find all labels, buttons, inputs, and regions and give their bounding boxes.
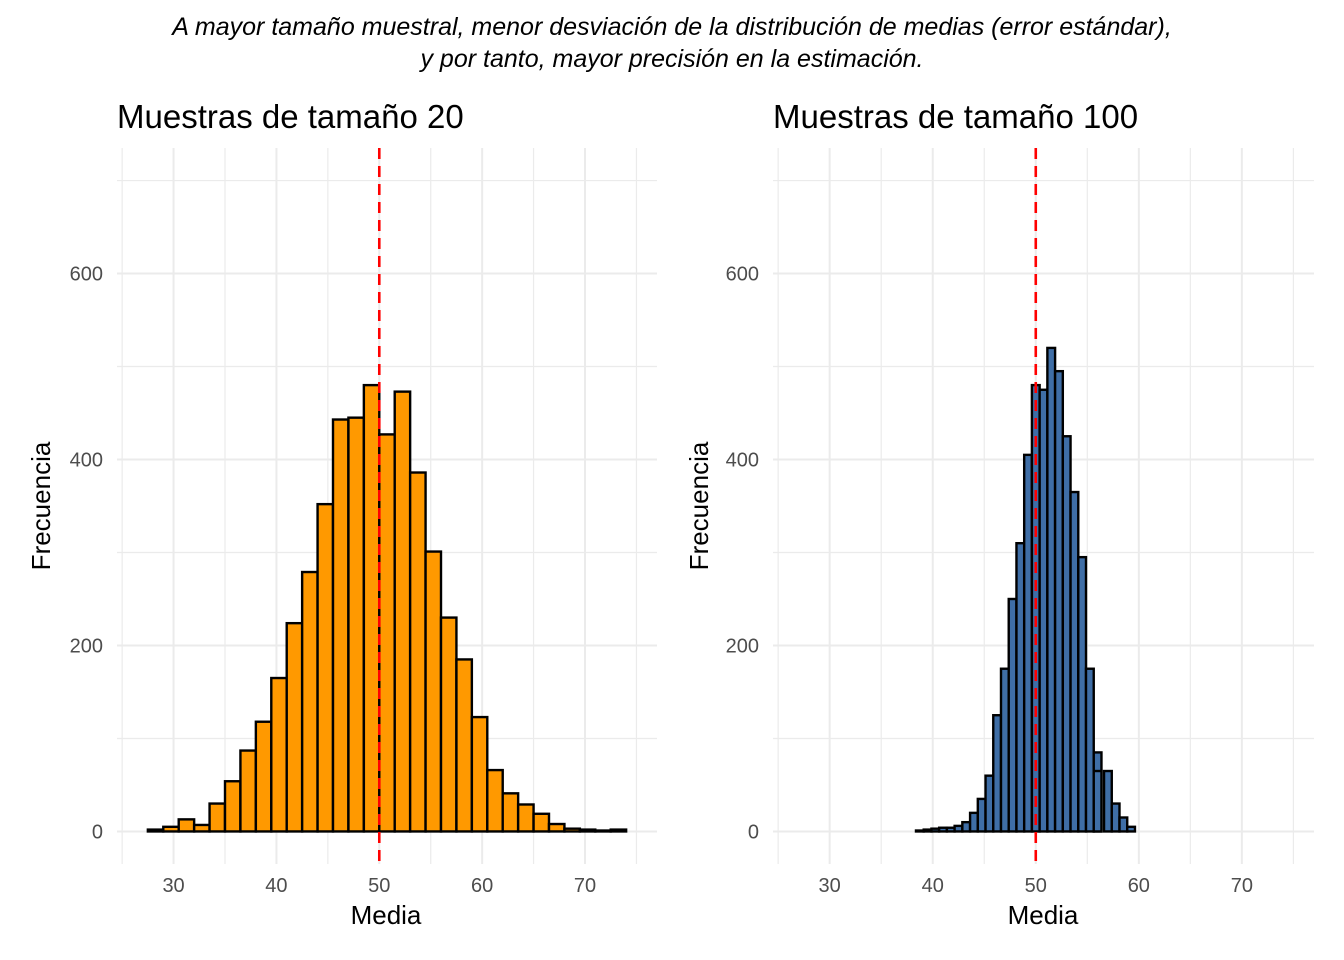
histogram-bar bbox=[408, 471, 427, 833]
y-tick-label: 200 bbox=[726, 635, 759, 657]
histogram-bar bbox=[254, 720, 273, 833]
histogram-panel-n100: Muestras de tamaño 100 30 40 50 60 70 0 200 400… bbox=[684, 98, 1314, 930]
histogram-bar bbox=[146, 828, 165, 833]
panel-title-n20: Muestras de tamaño 20 bbox=[117, 98, 464, 135]
histogram-bar bbox=[347, 416, 366, 833]
figure-title-line-2: y por tanto, mayor precisión en la estim… bbox=[418, 45, 923, 73]
histogram-bar bbox=[316, 502, 335, 833]
histogram-bar bbox=[300, 570, 319, 833]
histogram-panel-n20: Muestras de tamaño 20 30 40 50 60 70 0 200 400 6… bbox=[26, 98, 657, 930]
histogram-bar bbox=[563, 827, 582, 833]
x-tick-label: 70 bbox=[1231, 875, 1253, 897]
histogram-bar bbox=[208, 802, 227, 833]
x-tick-label: 60 bbox=[1128, 875, 1150, 897]
bars-n20 bbox=[146, 383, 628, 833]
histogram-bar bbox=[439, 616, 458, 833]
histogram-bar bbox=[362, 383, 381, 833]
y-tick-label: 400 bbox=[70, 450, 103, 472]
histogram-bar bbox=[486, 768, 504, 833]
bars-n100 bbox=[914, 346, 1137, 833]
histogram-bar bbox=[1126, 825, 1137, 833]
histogram-bar bbox=[177, 818, 196, 833]
histogram-bar bbox=[532, 812, 551, 833]
x-axis-label-n100: Media bbox=[1008, 900, 1079, 930]
x-tick-label: 50 bbox=[368, 875, 390, 897]
histogram-bar bbox=[470, 715, 489, 833]
y-tick-label: 600 bbox=[726, 264, 759, 286]
y-axis-label-n100: Frecuencia bbox=[684, 441, 714, 570]
histogram-bar bbox=[393, 390, 412, 833]
histogram-bar bbox=[501, 792, 520, 833]
histogram-bar bbox=[455, 658, 474, 833]
histogram-bar bbox=[270, 676, 288, 833]
histogram-bar bbox=[162, 825, 180, 833]
panel-title-n100: Muestras de tamaño 100 bbox=[773, 98, 1138, 135]
x-tick-label: 70 bbox=[574, 875, 596, 897]
y-tick-label: 600 bbox=[70, 264, 103, 286]
histogram-bar bbox=[239, 749, 258, 833]
y-axis-label-n20: Frecuencia bbox=[26, 441, 56, 570]
y-tick-label: 0 bbox=[92, 821, 103, 843]
y-tick-label: 200 bbox=[70, 635, 103, 657]
x-axis-label-n20: Media bbox=[351, 900, 422, 930]
histogram-bar bbox=[547, 822, 566, 833]
tick-labels-n20: 30 40 50 60 70 0 200 400 600 bbox=[70, 264, 597, 897]
histogram-bar bbox=[594, 829, 612, 833]
tick-labels-n100: 30 40 50 60 70 0 200 400 600 bbox=[726, 264, 1253, 897]
histogram-bar bbox=[424, 550, 443, 833]
y-tick-label: 400 bbox=[726, 450, 759, 472]
histogram-bar bbox=[192, 823, 211, 833]
histogram-bar bbox=[1084, 667, 1095, 833]
x-tick-label: 40 bbox=[265, 875, 287, 897]
histogram-bar bbox=[578, 828, 597, 833]
histogram-bar bbox=[285, 621, 304, 833]
x-tick-label: 30 bbox=[819, 875, 841, 897]
y-tick-label: 0 bbox=[748, 821, 759, 843]
histogram-bar bbox=[223, 780, 242, 833]
x-tick-label: 60 bbox=[471, 875, 493, 897]
histogram-bar bbox=[516, 803, 535, 833]
histogram-bar bbox=[378, 433, 396, 833]
histogram-bar bbox=[331, 418, 350, 833]
x-tick-label: 30 bbox=[162, 875, 184, 897]
histogram-bar bbox=[609, 828, 628, 833]
histogram-bar bbox=[1102, 769, 1113, 833]
x-tick-label: 40 bbox=[922, 875, 944, 897]
x-tick-label: 50 bbox=[1025, 875, 1047, 897]
histogram-bar bbox=[1118, 816, 1129, 833]
figure-title-line-1: A mayor tamaño muestral, menor desviació… bbox=[170, 13, 1172, 41]
histogram-bar bbox=[1092, 769, 1103, 833]
